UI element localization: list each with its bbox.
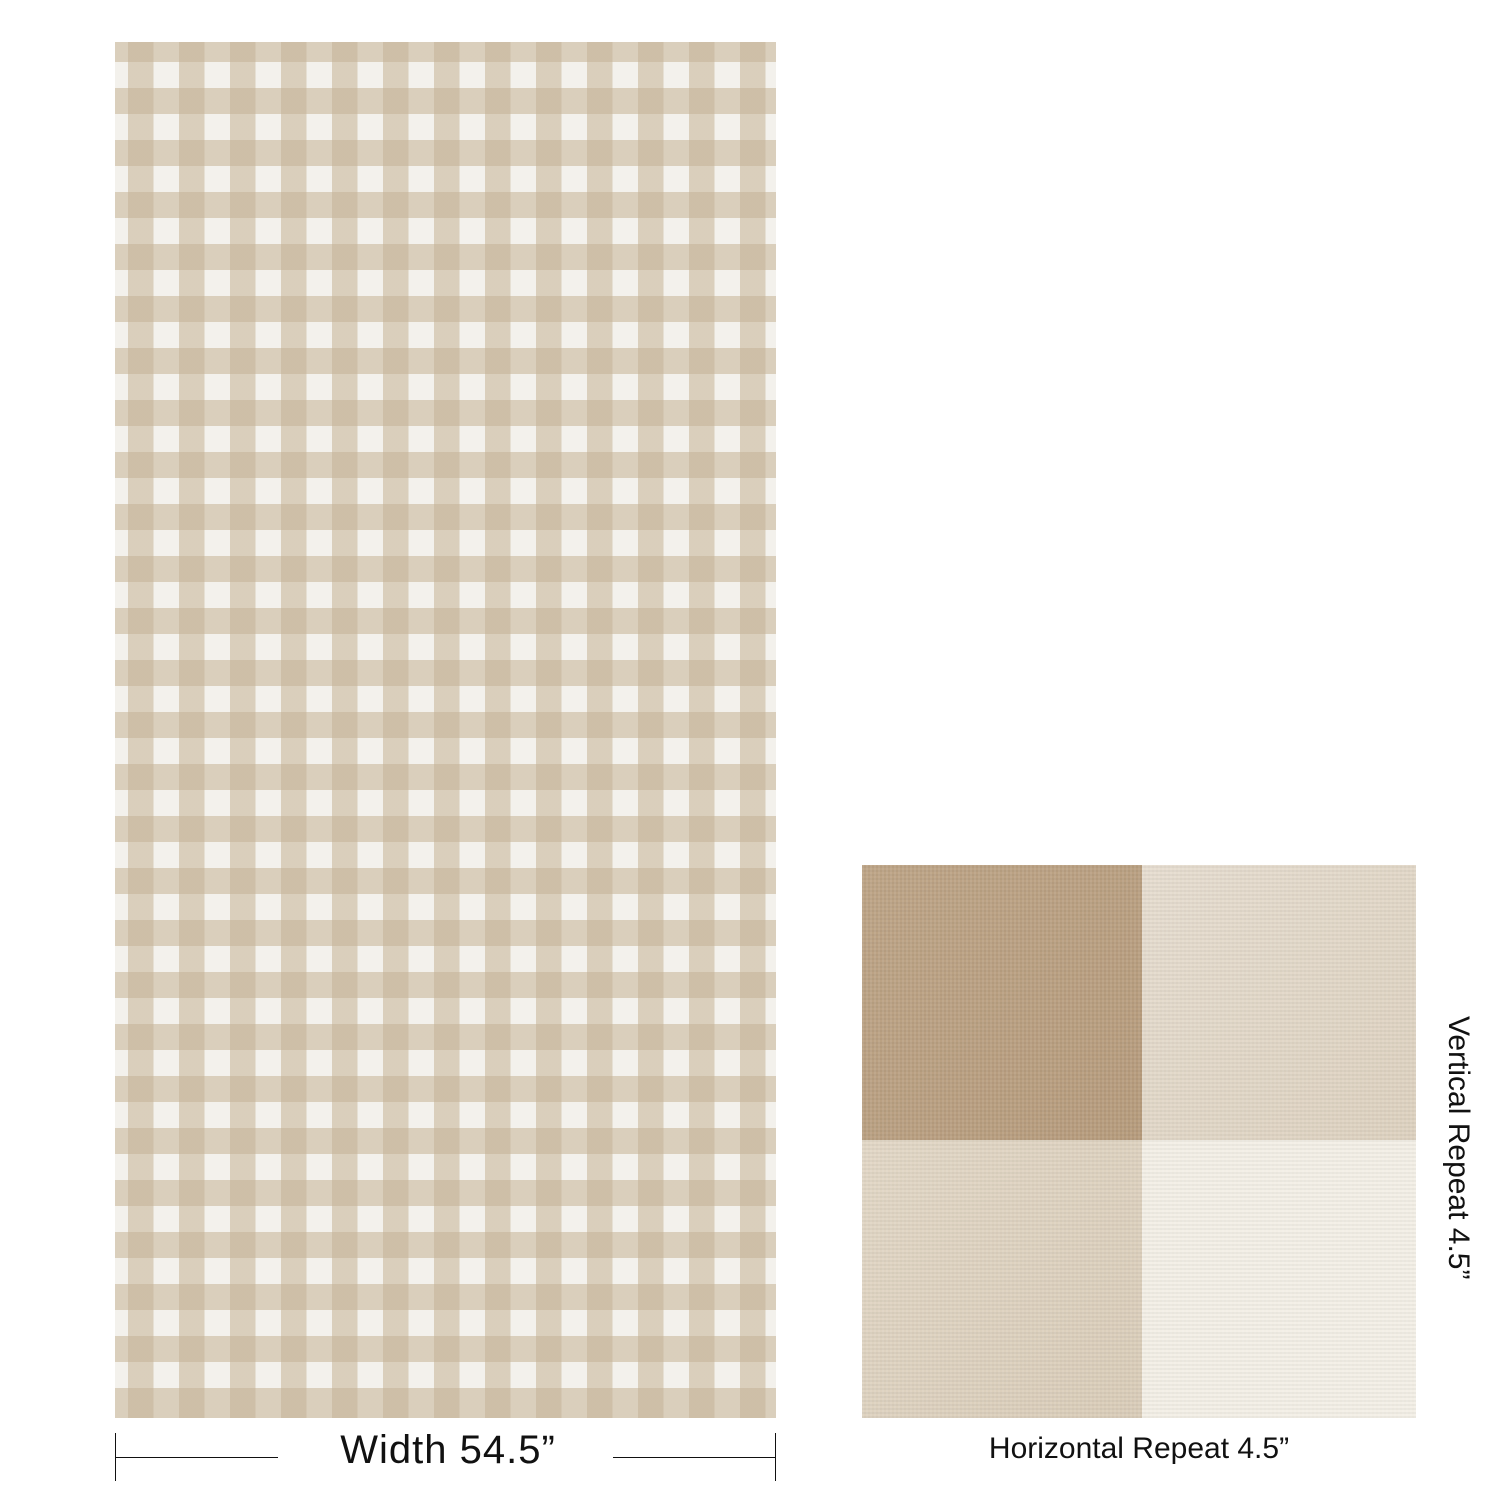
dimension-line-left [115,1457,278,1458]
swatch-light-check-right [1142,865,1416,1140]
swatch-white-check [1142,1140,1416,1418]
swatch-dark-check [862,865,1142,1140]
width-label: Width 54.5” [340,1428,556,1472]
dimension-tick-right [775,1433,776,1481]
swatch-light-check-bottom [862,1140,1142,1418]
fabric-horizontal-stripes [115,42,776,1418]
repeat-swatch-image [862,865,1416,1418]
vertical-repeat-label: Vertical Repeat 4.5” [1442,1016,1475,1280]
fabric-panel-image [115,42,776,1418]
dimension-line-right [613,1457,776,1458]
horizontal-repeat-label: Horizontal Repeat 4.5” [988,1432,1290,1465]
